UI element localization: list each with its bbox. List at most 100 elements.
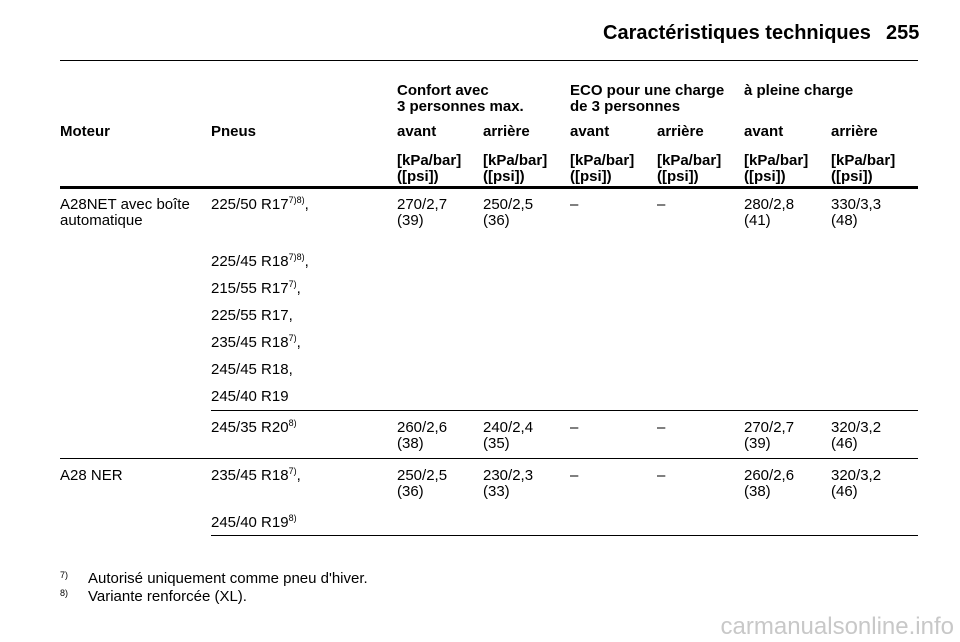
column-header: avant (570, 123, 610, 140)
pressure-value: – (657, 467, 666, 484)
pressure-value: (36) (397, 483, 424, 500)
tire-text: 225/50 R17 (211, 196, 289, 213)
pressure-value: 230/2,3 (483, 467, 534, 484)
column-header: avant (744, 123, 784, 140)
group-header: Confort avec (397, 82, 489, 99)
unit-label: [kPa/bar] (744, 152, 809, 169)
unit-label: ([psi]) (397, 168, 439, 185)
footnote-ref: 7) (288, 279, 297, 289)
column-header: Pneus (211, 123, 257, 140)
pressure-value: (33) (483, 483, 510, 500)
group-header: à pleine charge (744, 82, 854, 99)
unit-label: ([psi]) (570, 168, 612, 185)
pressure-value: – (570, 419, 579, 436)
tire-text: 235/45 R18 (211, 467, 289, 484)
tire-text: 245/40 R19 (211, 514, 289, 531)
unit-label: [kPa/bar] (657, 152, 722, 169)
pressure-value: (46) (831, 483, 858, 500)
separator: , (296, 334, 301, 351)
pressure-value: 270/2,7 (744, 419, 795, 436)
footnote-ref: 7) (288, 333, 297, 343)
pressure-value: (35) (483, 435, 510, 452)
pressure-value: (39) (397, 212, 424, 229)
footnote-mark: 7) (60, 570, 69, 580)
row-rule (60, 458, 918, 459)
pressure-value: 250/2,5 (483, 196, 534, 213)
group-header: ECO pour une charge (570, 82, 725, 99)
separator: , (304, 253, 309, 270)
row-rule (211, 410, 918, 411)
footnote-ref: 7)8) (288, 252, 305, 262)
pressure-value: 330/3,3 (831, 196, 882, 213)
pressure-value: 320/3,2 (831, 419, 882, 436)
pressure-value: (36) (483, 212, 510, 229)
footnote-text: Variante renforcée (XL). (88, 588, 247, 605)
pressure-value: (48) (831, 212, 858, 229)
pressure-value: – (570, 196, 579, 213)
page-title: Caractéristiques techniques (603, 22, 871, 44)
pressure-value: (41) (744, 212, 771, 229)
tire-size: 225/45 R187)8), (211, 252, 309, 270)
column-header: Moteur (60, 123, 110, 140)
unit-label: [kPa/bar] (483, 152, 548, 169)
column-header: avant (397, 123, 437, 140)
separator: , (296, 467, 301, 484)
separator: , (296, 280, 301, 297)
pressure-value: 270/2,7 (397, 196, 448, 213)
unit-label: ([psi]) (483, 168, 525, 185)
engine-name: automatique (60, 212, 143, 229)
tire-text: 245/40 R19 (211, 388, 289, 405)
footnote-ref: 8) (288, 513, 297, 523)
pressure-value: 260/2,6 (397, 419, 448, 436)
engine-name: A28NET avec boîte (60, 196, 190, 213)
tire-text: 245/35 R20 (211, 419, 289, 436)
pressure-value: 250/2,5 (397, 467, 448, 484)
watermark: carmanualsonline.info (720, 613, 954, 640)
tire-size: 215/55 R177), (211, 279, 301, 297)
column-header: arrière (831, 123, 878, 140)
pressure-value: 280/2,8 (744, 196, 795, 213)
unit-label: ([psi]) (831, 168, 873, 185)
header-bottom-rule (60, 186, 918, 189)
tire-text: 245/45 R18, (211, 361, 293, 378)
pressure-value: – (657, 419, 666, 436)
pressure-value: – (657, 196, 666, 213)
tire-text: 215/55 R17 (211, 280, 289, 297)
engine-name: A28 NER (60, 467, 123, 484)
footnote-ref: 7)8) (288, 195, 305, 205)
row-rule (211, 535, 918, 536)
tire-text: 225/45 R18 (211, 253, 289, 270)
pressure-value: 240/2,4 (483, 419, 534, 436)
tire-size: 235/45 R187), (211, 466, 301, 484)
pressure-value: (39) (744, 435, 771, 452)
pressure-value: 320/3,2 (831, 467, 882, 484)
group-header: de 3 personnes (570, 98, 681, 115)
unit-label: [kPa/bar] (570, 152, 635, 169)
pressure-value: – (570, 467, 579, 484)
pressure-value: (38) (744, 483, 771, 500)
unit-label: [kPa/bar] (831, 152, 896, 169)
tire-size: 225/50 R177)8), (211, 195, 309, 213)
tire-size: 245/35 R208) (211, 418, 297, 436)
footnote-mark: 8) (60, 588, 69, 598)
pressure-value: (38) (397, 435, 424, 452)
footnote-ref: 8) (288, 418, 297, 428)
footnote-ref: 7) (288, 466, 297, 476)
tire-text: 235/45 R18 (211, 334, 289, 351)
tire-size: 245/40 R198) (211, 513, 297, 531)
column-header: arrière (657, 123, 704, 140)
tire-size: 235/45 R187), (211, 333, 301, 351)
footnote-text: Autorisé uniquement comme pneu d'hiver. (88, 570, 368, 587)
tire-size: 245/45 R18, (211, 362, 293, 378)
header-rule (60, 60, 918, 61)
group-header: 3 personnes max. (397, 98, 524, 115)
pressure-value: (46) (831, 435, 858, 452)
tire-size: 225/55 R17, (211, 308, 293, 324)
tire-size: 245/40 R19 (211, 389, 289, 405)
unit-label: ([psi]) (744, 168, 786, 185)
separator: , (304, 196, 309, 213)
column-header: arrière (483, 123, 530, 140)
unit-label: [kPa/bar] (397, 152, 462, 169)
page-number: 255 (886, 22, 920, 44)
pressure-value: 260/2,6 (744, 467, 795, 484)
